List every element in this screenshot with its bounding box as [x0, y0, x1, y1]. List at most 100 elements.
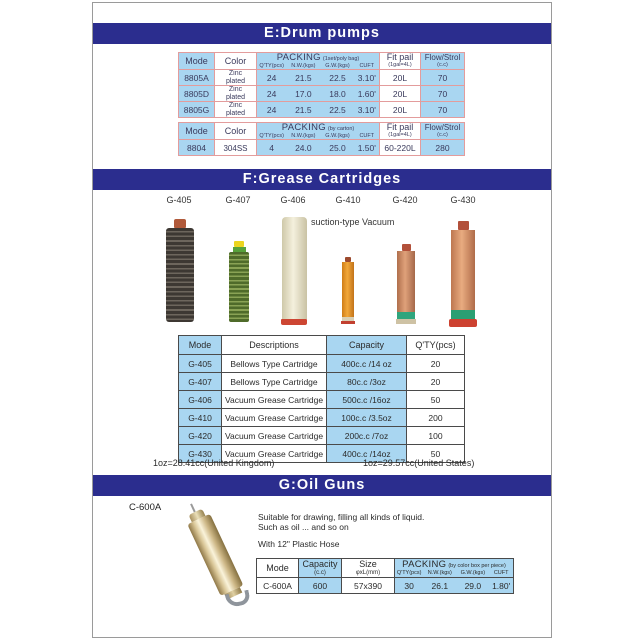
- column-header-packing: PACKING (1set/poly bag) Q'TY(pcs) N.W.(kg…: [256, 52, 380, 70]
- cuft-value: 3.10': [357, 72, 376, 83]
- cell-flow: 70: [420, 101, 465, 118]
- qty-value: 4: [269, 142, 274, 153]
- cartridge-body: [397, 251, 415, 312]
- color-value: Zinc plated: [225, 70, 246, 85]
- subcol-qty: Q'TY(pcs): [259, 62, 284, 69]
- qty-value: 24: [266, 88, 277, 99]
- description-line: With 12" Plastic Hose: [258, 539, 340, 549]
- cell-capacity: 400c.c /14 oz: [326, 354, 407, 373]
- gw-value: 22.5: [329, 72, 346, 83]
- size-title: Size: [359, 559, 377, 569]
- cell-fit-pail: 20L: [379, 69, 421, 86]
- table-row: G-420 Vacuum Grease Cartridge 200c.c /7o…: [178, 426, 465, 445]
- column-header-packing: PACKING (by carton) Q'TY(pcs) N.W.(kgs) G…: [256, 122, 380, 140]
- section-header-oil-guns: G:Oil Guns: [93, 475, 551, 496]
- catalog-page: E:Drum pumps Mode Color PACKING (1set/pol…: [92, 2, 552, 638]
- column-header-descriptions: Descriptions: [221, 335, 327, 355]
- cell-mode: 8805G: [178, 101, 215, 118]
- cell-qty: 50: [406, 444, 465, 463]
- cartridge-bellows-body: [229, 252, 249, 322]
- product-label-g410: G-410: [335, 195, 361, 205]
- cartridge-base: [449, 319, 477, 327]
- drum-pumps-table-1: Mode Color PACKING (1set/poly bag) Q'TY(p…: [178, 52, 465, 118]
- cell-mode: G-406: [178, 390, 222, 409]
- cell-mode: C-600A: [256, 577, 299, 594]
- cartridge-cap: [457, 221, 469, 230]
- cell-mode: 8804: [178, 139, 215, 156]
- packing-note: (by carton): [327, 126, 355, 132]
- cell-packing: 4 24.0 25.0 1.50': [256, 139, 380, 156]
- column-header-color: Color: [214, 52, 257, 70]
- nw-value: 26.1: [431, 580, 449, 591]
- cell-fit-pail: 20L: [379, 85, 421, 102]
- oil-gun-description: Suitable for drawing, filling all kinds …: [258, 512, 424, 549]
- column-header-packing: PACKING (by color box per piece) Q'TY(pcs…: [394, 558, 514, 578]
- table-row: G-410 Vacuum Grease Cartridge 100c.c /3.…: [178, 408, 465, 427]
- cell-description: Vacuum Grease Cartridge: [221, 426, 327, 445]
- nw-value: 17.0: [295, 88, 312, 99]
- column-header-capacity: Capacity (c.c): [298, 558, 342, 578]
- nw-value: 21.5: [295, 104, 312, 115]
- cell-description: Vacuum Grease Cartridge: [221, 408, 327, 427]
- cartridge-body: [451, 230, 475, 310]
- g405-cartridge-image: [166, 219, 194, 322]
- cell-qty: 100: [406, 426, 465, 445]
- packing-note: (by color box per piece): [448, 563, 506, 569]
- column-header-mode: Mode: [256, 558, 299, 578]
- suction-type-vacuum-label: suction-type Vacuum: [311, 217, 395, 227]
- table-row: 8804 304SS 4 24.0 25.0 1.50' 60-220L 280: [178, 139, 465, 156]
- cartridge-base: [396, 319, 416, 324]
- capacity-sub: (c.c): [314, 570, 326, 576]
- description-line: Suitable for drawing, filling all kinds …: [258, 512, 425, 522]
- column-header-capacity: Capacity: [326, 335, 407, 355]
- cell-capacity: 80c.c /3oz: [326, 372, 407, 391]
- cell-mode: G-407: [178, 372, 222, 391]
- subcol-nw: N.W.(kgs): [291, 132, 316, 139]
- product-label-g430: G-430: [450, 195, 476, 205]
- cell-flow: 280: [420, 139, 465, 156]
- cell-capacity: 600: [298, 577, 342, 594]
- packing-title: PACKING: [281, 122, 326, 133]
- gw-value: 29.0: [464, 580, 482, 591]
- table-row: G-430 Vacuum Grease Cartridge 400c.c /14…: [178, 444, 465, 463]
- cell-color: Zinc plated: [214, 85, 257, 102]
- table-header-row: Mode Color PACKING (1set/poly bag) Q'TY(p…: [178, 52, 465, 70]
- packing-note: (1set/poly bag): [322, 56, 360, 62]
- cell-mode: 8805A: [178, 69, 215, 86]
- table-row: G-406 Vacuum Grease Cartridge 500c.c /16…: [178, 390, 465, 409]
- subcol-qty: Q'TY(pcs): [396, 569, 422, 576]
- g410-cartridge-image: [341, 257, 355, 324]
- cell-fit-pail: 20L: [379, 101, 421, 118]
- packing-title: PACKING: [402, 559, 447, 570]
- cell-packing: 24 21.5 22.5 3.10': [256, 101, 380, 118]
- oz-note-uk: 1oz=28.41cc(United Kingdom): [153, 458, 275, 468]
- cell-capacity: 100c.c /3.5oz: [326, 408, 407, 427]
- cell-qty: 200: [406, 408, 465, 427]
- flow-sub: (c.c): [437, 131, 448, 138]
- column-header-fit-pail: Fit pail (1gal=4L): [379, 52, 421, 70]
- g406-cartridge-image: [281, 217, 307, 325]
- cell-description: Vacuum Grease Cartridge: [221, 444, 327, 463]
- description-line: Such as oil ... and so on: [258, 522, 349, 532]
- g420-cartridge-image: [396, 244, 416, 324]
- cell-description: Bellows Type Cartridge: [221, 354, 327, 373]
- cuft-value: 1.50': [357, 142, 376, 153]
- cartridge-cap: [174, 219, 186, 228]
- fit-pail-title: Fit pail: [386, 52, 414, 63]
- subcol-gw: G.W.(kgs): [325, 62, 350, 69]
- qty-value: 24: [266, 104, 277, 115]
- oil-gun-image: [173, 495, 253, 606]
- size-sub: φxL(mm): [355, 570, 381, 576]
- flow-title: Flow/Strol: [424, 52, 461, 62]
- gun-barrel: [186, 513, 243, 597]
- table-row: G-407 Bellows Type Cartridge 80c.c /3oz …: [178, 372, 465, 391]
- cell-packing: 24 21.5 22.5 3.10': [256, 69, 380, 86]
- color-value: Zinc plated: [225, 102, 246, 117]
- cuft-value: 1.60': [357, 88, 376, 99]
- cartridge-bellows-body: [166, 228, 194, 322]
- cartridge-cap: [345, 257, 351, 262]
- cell-mode: G-410: [178, 408, 222, 427]
- cell-mode: G-430: [178, 444, 222, 463]
- section-header-drum-pumps: E:Drum pumps: [93, 23, 551, 44]
- cell-capacity: 500c.c /16oz: [326, 390, 407, 409]
